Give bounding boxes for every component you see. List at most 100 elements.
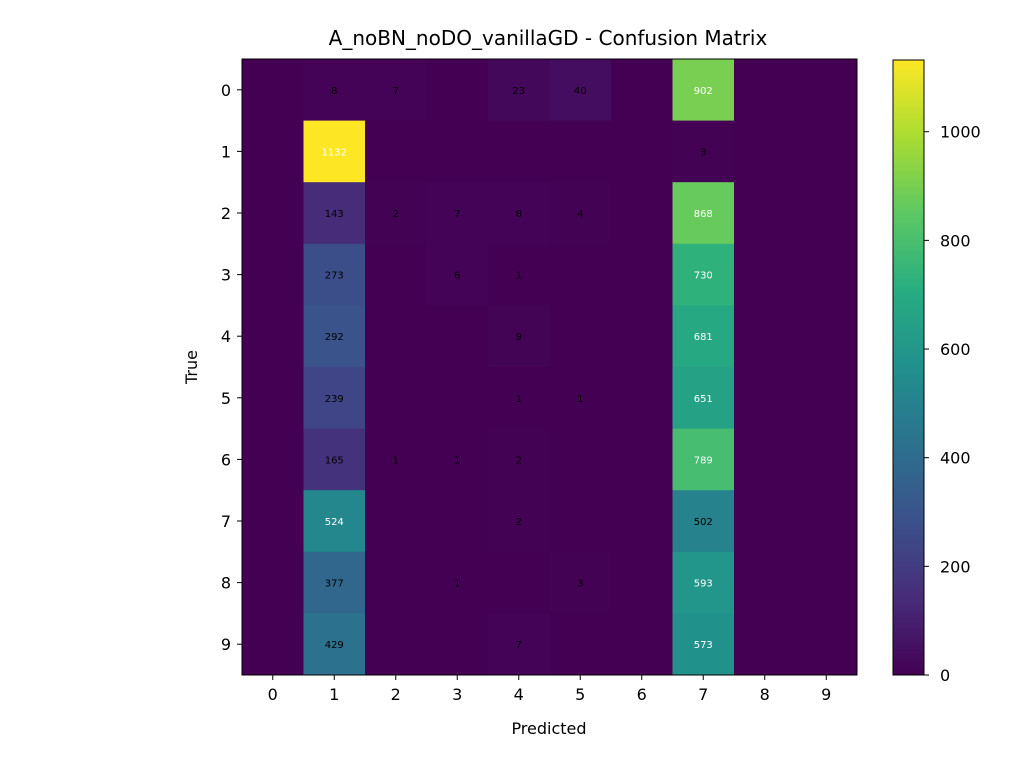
cell-value-0-2: 7 bbox=[393, 86, 399, 97]
heatmap-cell-9-6 bbox=[611, 613, 673, 676]
cell-value-1-1: 1132 bbox=[322, 147, 347, 158]
heatmap-cell-7-1 bbox=[303, 490, 366, 553]
heatmap-cell-7-9 bbox=[795, 490, 858, 553]
cell-value-4-7: 681 bbox=[694, 332, 713, 343]
heatmap-cell-6-8 bbox=[734, 428, 796, 491]
cell-value-0-1: 8 bbox=[331, 86, 337, 97]
heatmap-cell-4-5 bbox=[549, 305, 612, 368]
y-tick-label-1: 1 bbox=[221, 142, 231, 161]
x-tick-label-0: 0 bbox=[268, 685, 278, 704]
heatmap-cell-8-7 bbox=[672, 551, 735, 614]
heatmap-cell-4-6 bbox=[611, 305, 673, 368]
x-tick-label-1: 1 bbox=[329, 685, 339, 704]
cell-value-4-4: 9 bbox=[516, 332, 522, 343]
cell-value-3-1: 273 bbox=[325, 271, 344, 282]
heatmap-cell-7-7 bbox=[672, 490, 735, 553]
heatmap-cell-3-2 bbox=[365, 243, 427, 306]
cell-value-8-7: 593 bbox=[694, 579, 713, 590]
heatmap-cell-0-8 bbox=[734, 59, 796, 122]
heatmap-cell-5-5 bbox=[549, 367, 612, 430]
heatmap-cell-6-7 bbox=[672, 428, 735, 491]
heatmap-cell-2-2 bbox=[365, 182, 427, 245]
cell-value-2-3: 7 bbox=[454, 209, 460, 220]
heatmap-cell-8-8 bbox=[734, 551, 796, 614]
heatmap-cell-6-6 bbox=[611, 428, 673, 491]
cell-value-5-7: 651 bbox=[694, 394, 713, 405]
heatmap-cell-4-3 bbox=[426, 305, 489, 368]
heatmap-cell-1-5 bbox=[549, 120, 612, 183]
y-tick-label-9: 9 bbox=[221, 635, 231, 654]
heatmap-cell-5-2 bbox=[365, 367, 427, 430]
heatmap-cell-9-1 bbox=[303, 613, 366, 676]
cell-value-0-7: 902 bbox=[694, 86, 713, 97]
cell-value-9-4: 7 bbox=[516, 640, 522, 651]
colorbar-tick-label-1: 200 bbox=[940, 557, 971, 576]
heatmap-cell-1-6 bbox=[611, 120, 673, 183]
cell-value-5-4: 1 bbox=[516, 394, 522, 405]
heatmap-cell-7-2 bbox=[365, 490, 427, 553]
y-tick-label-7: 7 bbox=[221, 512, 231, 531]
y-axis-ticks: 0 1 2 3 4 5 6 7 8 9 bbox=[221, 81, 242, 654]
heatmap-cell-3-4 bbox=[488, 243, 550, 306]
heatmap-cell-3-3 bbox=[426, 243, 489, 306]
heatmap-cell-6-1 bbox=[303, 428, 366, 491]
heatmap-cell-8-1 bbox=[303, 551, 366, 614]
cell-value-5-5: 1 bbox=[577, 394, 583, 405]
heatmap-cell-4-4 bbox=[488, 305, 550, 368]
x-tick-label-8: 8 bbox=[760, 685, 770, 704]
heatmap-cell-9-3 bbox=[426, 613, 489, 676]
plot-frame bbox=[241, 58, 858, 676]
cell-value-7-4: 2 bbox=[516, 517, 522, 528]
heatmap-cell-9-2 bbox=[365, 613, 427, 676]
heatmap-cell-3-0 bbox=[242, 243, 304, 306]
heatmap-cell-0-5 bbox=[549, 59, 612, 122]
heatmap-cell-3-6 bbox=[611, 243, 673, 306]
heatmap-cell-0-0 bbox=[242, 59, 304, 122]
x-tick-label-2: 2 bbox=[391, 685, 401, 704]
heatmap-cell-7-0 bbox=[242, 490, 304, 553]
x-tick-label-5: 5 bbox=[575, 685, 585, 704]
cell-value-0-5: 40 bbox=[574, 86, 587, 97]
y-tick-label-0: 0 bbox=[221, 81, 231, 100]
heatmap-cell-2-7 bbox=[672, 182, 735, 245]
cell-value-9-1: 429 bbox=[325, 640, 344, 651]
heatmap-cell-2-8 bbox=[734, 182, 796, 245]
heatmap-cell-3-1 bbox=[303, 243, 366, 306]
cell-value-7-1: 524 bbox=[325, 517, 344, 528]
heatmap-cell-9-8 bbox=[734, 613, 796, 676]
heatmap-cell-4-1 bbox=[303, 305, 366, 368]
cell-value-6-3: 1 bbox=[454, 455, 460, 466]
heatmap-cell-2-9 bbox=[795, 182, 858, 245]
heatmap-cell-5-9 bbox=[795, 367, 858, 430]
heatmap-cell-0-4 bbox=[488, 59, 550, 122]
heatmap-cell-8-4 bbox=[488, 551, 550, 614]
cell-value-7-7: 502 bbox=[694, 517, 713, 528]
colorbar-tick-label-5: 1000 bbox=[940, 123, 981, 142]
x-axis-label: Predicted bbox=[511, 719, 586, 738]
y-tick-label-4: 4 bbox=[221, 327, 231, 346]
heatmap-cell-0-3 bbox=[426, 59, 489, 122]
heatmap-cell-6-5 bbox=[549, 428, 612, 491]
cell-value-0-4: 23 bbox=[512, 86, 525, 97]
cell-value-5-1: 239 bbox=[325, 394, 344, 405]
x-tick-label-7: 7 bbox=[698, 685, 708, 704]
heatmap-cell-6-2 bbox=[365, 428, 427, 491]
cell-value-6-2: 1 bbox=[393, 455, 399, 466]
colorbar-tick-label-2: 400 bbox=[940, 449, 971, 468]
heatmap-cell-1-0 bbox=[242, 120, 304, 183]
heatmap-cell-4-2 bbox=[365, 305, 427, 368]
heatmap-cell-9-4 bbox=[488, 613, 550, 676]
heatmap-cell-7-3 bbox=[426, 490, 489, 553]
heatmap-cell-4-0 bbox=[242, 305, 304, 368]
heatmap-cell-8-0 bbox=[242, 551, 304, 614]
cell-value-3-4: 1 bbox=[516, 271, 522, 282]
heatmap-cell-1-9 bbox=[795, 120, 858, 183]
y-axis-label: True bbox=[182, 350, 201, 385]
heatmap-cell-9-9 bbox=[795, 613, 858, 676]
heatmap-cell-7-4 bbox=[488, 490, 550, 553]
cell-value-6-1: 165 bbox=[325, 455, 344, 466]
y-tick-label-3: 3 bbox=[221, 266, 231, 285]
x-tick-label-9: 9 bbox=[821, 685, 831, 704]
x-tick-label-3: 3 bbox=[452, 685, 462, 704]
